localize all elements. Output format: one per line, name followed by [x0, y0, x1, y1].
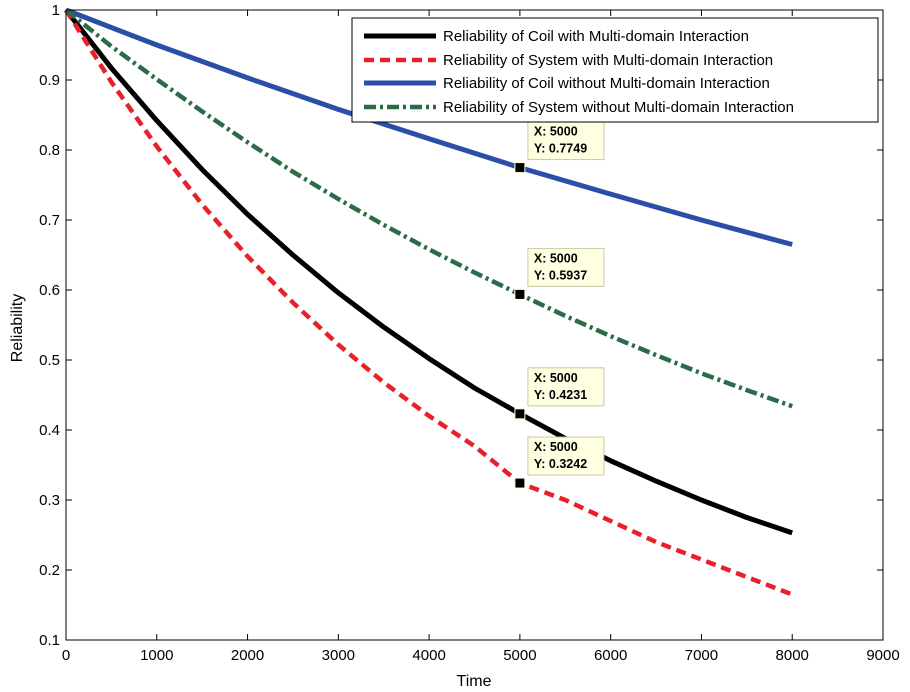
x-tick-label: 4000 [412, 647, 445, 664]
x-tick-label: 5000 [503, 647, 536, 664]
x-tick-label: 7000 [685, 647, 718, 664]
y-tick-label: 0.9 [39, 72, 60, 89]
y-tick-label: 0.1 [39, 632, 60, 649]
legend-label-coil-with: Reliability of Coil with Multi-domain In… [443, 28, 749, 45]
y-axis-title: Reliability [9, 294, 26, 362]
data-tip-x: X: 5000 [534, 125, 578, 139]
data-tip-x: X: 5000 [534, 440, 578, 454]
data-tip-y: Y: 0.3242 [534, 457, 587, 471]
y-tick-label: 0.2 [39, 562, 60, 579]
y-tick-label: 0.6 [39, 282, 60, 299]
x-tick-label: 1000 [140, 647, 173, 664]
y-tick-label: 1 [52, 2, 60, 19]
x-axis-title: Time [457, 673, 492, 690]
y-tick-label: 0.4 [39, 422, 60, 439]
data-tip-x: X: 5000 [534, 371, 578, 385]
data-tip-marker [515, 478, 525, 488]
y-tick-label: 0.5 [39, 352, 60, 369]
y-tick-label: 0.8 [39, 142, 60, 159]
x-tick-label: 6000 [594, 647, 627, 664]
data-tip-marker [515, 163, 525, 173]
data-tip-marker [515, 289, 525, 299]
data-tip-y: Y: 0.7749 [534, 142, 587, 156]
y-tick-label: 0.3 [39, 492, 60, 509]
x-tick-label: 9000 [866, 647, 899, 664]
data-tip-marker [515, 409, 525, 419]
data-tip-x: X: 5000 [534, 251, 578, 265]
x-tick-label: 3000 [322, 647, 355, 664]
legend-label-system-without: Reliability of System without Multi-doma… [443, 99, 794, 116]
x-tick-label: 8000 [776, 647, 809, 664]
data-tip-y: Y: 0.5937 [534, 268, 587, 282]
y-tick-label: 0.7 [39, 212, 60, 229]
legend-label-system-with: Reliability of System with Multi-domain … [443, 52, 773, 69]
legend: Reliability of Coil with Multi-domain In… [352, 18, 878, 122]
legend-label-coil-without: Reliability of Coil without Multi-domain… [443, 75, 770, 92]
x-tick-label: 0 [62, 647, 70, 664]
x-tick-label: 2000 [231, 647, 264, 664]
data-tip-y: Y: 0.4231 [534, 388, 587, 402]
